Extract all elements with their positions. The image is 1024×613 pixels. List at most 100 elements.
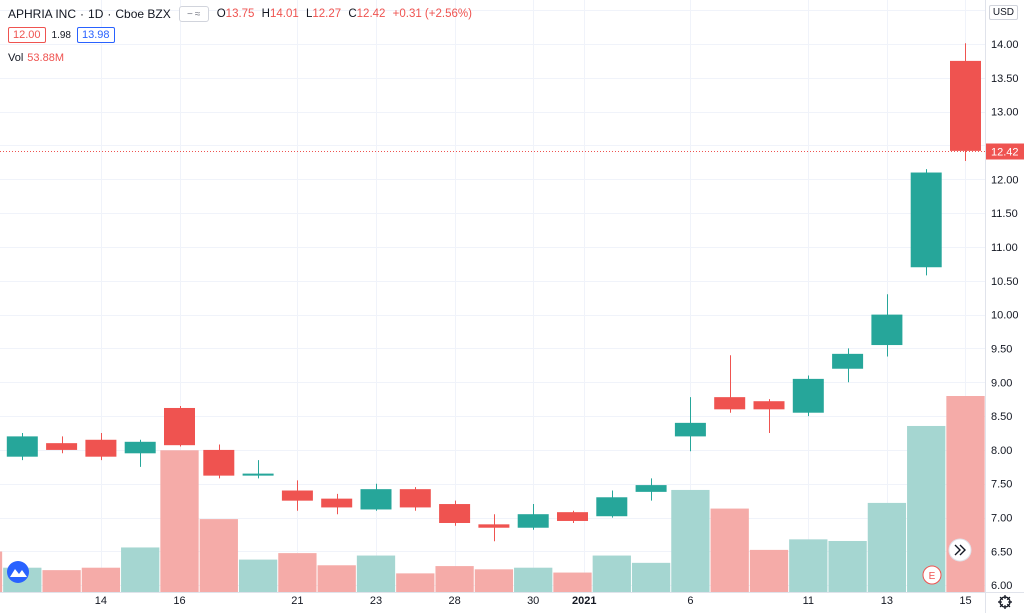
candle-body	[478, 524, 510, 528]
x-tick-label: 14	[95, 595, 107, 607]
candle-body	[596, 497, 628, 517]
y-tick-label: 14.00	[991, 39, 1019, 51]
candle-body	[321, 498, 353, 508]
close-value: 12.42	[356, 8, 386, 20]
y-tick-label: 6.50	[991, 546, 1012, 558]
legend-toggle-icon[interactable]: − ≈	[178, 6, 209, 22]
bid-price[interactable]: 12.00	[8, 27, 46, 43]
y-tick-label: 8.00	[991, 445, 1012, 457]
y-tick-label: 6.00	[991, 580, 1012, 592]
volume-bar	[553, 572, 592, 592]
earnings-label: E	[929, 571, 936, 582]
candle-body	[792, 378, 824, 413]
ask-price[interactable]: 13.98	[77, 27, 115, 43]
y-tick-label: 9.00	[991, 377, 1012, 389]
candle-body	[635, 485, 667, 492]
volume-bar	[514, 567, 553, 592]
y-tick-label: 11.50	[991, 208, 1018, 220]
high-label: H	[261, 8, 270, 20]
volume-bar	[435, 566, 474, 592]
candle-body	[674, 422, 706, 437]
y-tick-label: 13.50	[991, 73, 1019, 85]
x-tick-label: 23	[370, 595, 382, 607]
candle-body	[46, 443, 78, 450]
open-label: O	[216, 8, 226, 20]
volume-bar	[121, 547, 160, 592]
low-value: 12.27	[312, 8, 342, 20]
legend-separator-2: ·	[107, 7, 112, 21]
volume-bar	[356, 555, 396, 592]
candle-body	[714, 397, 746, 410]
close-label: C	[348, 8, 357, 20]
y-tick-label: 12.00	[991, 174, 1019, 186]
interval-label[interactable]: 1D	[88, 7, 104, 21]
volume-bar	[278, 553, 317, 592]
candle-body	[164, 407, 195, 446]
y-tick-label: 10.00	[991, 310, 1019, 322]
logo-icon	[7, 561, 29, 583]
volume-bar	[946, 396, 985, 592]
candle-body	[85, 439, 117, 457]
candle-body	[910, 172, 942, 268]
volume-bar	[199, 519, 238, 592]
volume-bar	[907, 425, 946, 592]
currency-badge[interactable]: USD	[988, 5, 1018, 20]
y-tick-label: 11.00	[991, 242, 1018, 254]
candle-body	[6, 436, 38, 457]
change-value: +0.31 (+2.56%)	[392, 8, 472, 20]
low-label: L	[305, 8, 313, 20]
volume-bar	[238, 559, 278, 592]
symbol-name[interactable]: APHRIA INC	[8, 7, 77, 21]
candle-body	[124, 441, 156, 454]
volume-label: Vol	[8, 52, 24, 64]
x-tick-label: 11	[803, 595, 814, 607]
y-tick-label: 8.50	[991, 411, 1012, 423]
bid-ask-spread: 12.00 1.98 13.98	[8, 27, 115, 43]
open-value: 13.75	[225, 8, 255, 20]
logo-mark	[10, 569, 27, 577]
volume-bar	[81, 567, 121, 592]
x-tick-label: 6	[687, 595, 693, 607]
volume-legend: Vol 53.88M	[8, 52, 64, 64]
candle-body	[360, 489, 392, 510]
last-price-tag	[986, 143, 1024, 160]
legend-separator-1: ·	[80, 7, 85, 21]
volume-bar	[828, 540, 867, 592]
spread-value: 1.98	[51, 29, 71, 41]
high-value: 14.01	[269, 8, 299, 20]
volume-value: 53.88M	[27, 52, 64, 64]
volume-bar	[42, 570, 81, 592]
volume-bar	[474, 569, 514, 592]
candle-body	[950, 60, 981, 151]
y-tick-label: 13.00	[991, 107, 1019, 119]
candle-body	[557, 512, 588, 521]
x-tick-label: 13	[881, 595, 893, 607]
candle-body	[203, 449, 235, 476]
x-tick-label: 21	[291, 595, 303, 607]
candle-body	[753, 401, 785, 410]
earnings-icon[interactable]	[922, 565, 942, 585]
volume-bar	[749, 549, 789, 592]
x-tick-label: 30	[527, 595, 539, 607]
volume-bar	[160, 450, 199, 592]
candle-body	[281, 490, 313, 501]
scroll-right-glyph	[954, 544, 966, 556]
candle-body	[832, 353, 864, 369]
candle-body	[871, 314, 903, 346]
volume-bar	[631, 562, 671, 592]
volume-bar	[867, 502, 907, 592]
volume-bar	[671, 489, 710, 592]
x-tick-label: 15	[959, 595, 971, 607]
volume-bar	[0, 551, 3, 592]
y-tick-label: 7.50	[991, 479, 1012, 491]
x-tick-label: 16	[173, 595, 185, 607]
last-price-label: 12.42	[991, 147, 1019, 159]
candle-body	[399, 489, 431, 508]
symbol-legend: APHRIA INC · 1D · Cboe BZX − ≈ O13.75 H1…	[8, 6, 476, 22]
volume-bar	[789, 539, 828, 592]
ohlc-values: O13.75 H14.01 L12.27 C12.42 +0.31 (+2.56…	[217, 8, 476, 20]
volume-bar	[317, 565, 356, 592]
settings-icon-hole	[1001, 598, 1009, 606]
exchange-label: Cboe BZX	[115, 7, 171, 21]
